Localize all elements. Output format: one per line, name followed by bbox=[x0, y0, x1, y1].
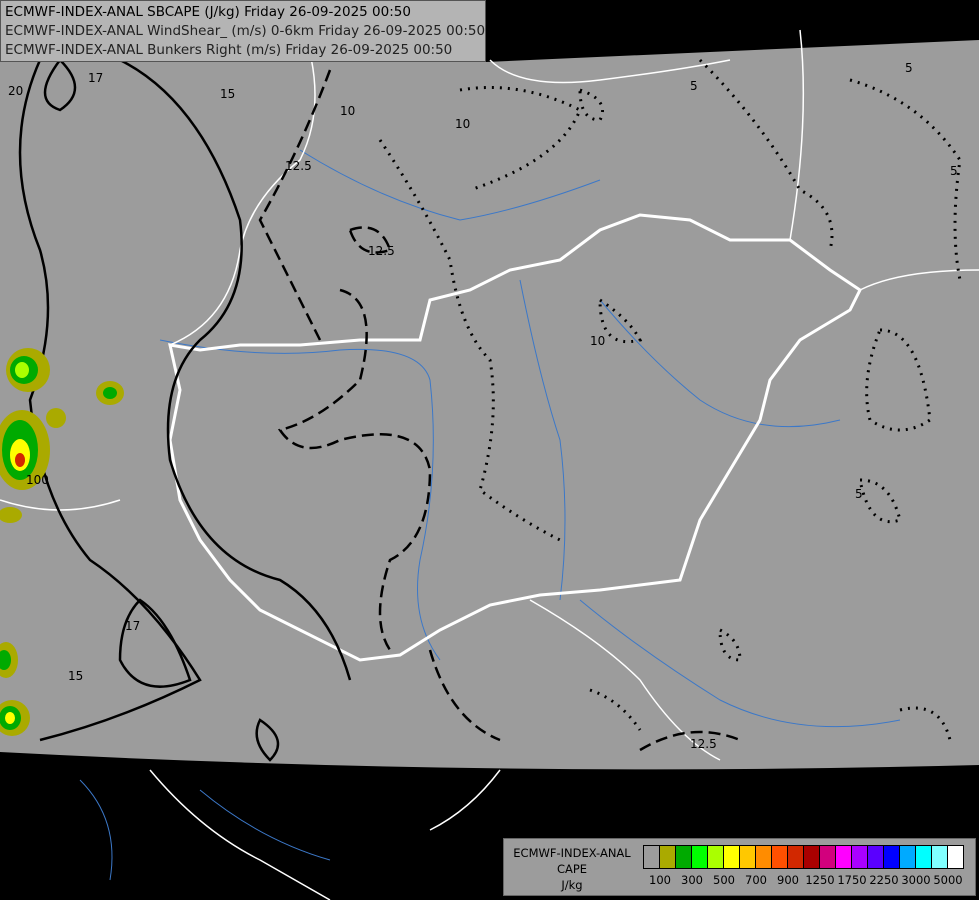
legend-swatch bbox=[916, 846, 932, 868]
svg-text:17: 17 bbox=[125, 619, 140, 633]
legend-swatch bbox=[804, 846, 820, 868]
legend-label: 900 bbox=[777, 873, 799, 887]
legend-variable: CAPE bbox=[556, 862, 588, 876]
bunkers-dotted-contours bbox=[378, 58, 962, 741]
cape-legend: ECMWF-INDEX-ANAL CAPE J/kg 100 300 500 700 9… bbox=[503, 838, 976, 896]
legend-swatch bbox=[884, 846, 900, 868]
legend-swatch bbox=[772, 846, 788, 868]
svg-text:10: 10 bbox=[340, 104, 355, 118]
legend-label: 300 bbox=[681, 873, 703, 887]
hungary-border bbox=[168, 213, 862, 662]
legend-swatch bbox=[900, 846, 916, 868]
legend-swatch bbox=[644, 846, 660, 868]
bunkers-dashed-contours bbox=[258, 69, 741, 752]
legend-swatch bbox=[948, 846, 963, 868]
legend-color-bar bbox=[643, 845, 964, 869]
legend-swatch bbox=[724, 846, 740, 868]
svg-text:10: 10 bbox=[455, 117, 470, 131]
legend-unit: J/kg bbox=[561, 878, 583, 892]
svg-text:100: 100 bbox=[26, 473, 49, 487]
legend-swatch bbox=[932, 846, 948, 868]
map-title-box: ECMWF-INDEX-ANAL SBCAPE (J/kg) Friday 26… bbox=[0, 0, 486, 62]
legend-label: 2250 bbox=[869, 873, 899, 887]
svg-text:12.5: 12.5 bbox=[368, 244, 395, 258]
legend-label: 100 bbox=[649, 873, 671, 887]
rivers bbox=[79, 149, 901, 881]
svg-text:5: 5 bbox=[950, 164, 958, 178]
svg-text:17: 17 bbox=[88, 71, 103, 85]
legend-swatch bbox=[740, 846, 756, 868]
svg-text:12.5: 12.5 bbox=[690, 737, 717, 751]
title-sbcape: ECMWF-INDEX-ANAL SBCAPE (J/kg) Friday 26… bbox=[5, 4, 411, 20]
legend-swatch bbox=[820, 846, 836, 868]
svg-text:15: 15 bbox=[220, 87, 235, 101]
svg-text:5: 5 bbox=[905, 61, 913, 75]
contour-labels: 20 17 15 17 15 10 12.5 12.5 12.5 10 10 5… bbox=[8, 61, 958, 751]
legend-label: 700 bbox=[745, 873, 767, 887]
legend-label: 1750 bbox=[837, 873, 867, 887]
country-borders bbox=[0, 19, 979, 900]
legend-label: 1250 bbox=[805, 873, 835, 887]
legend-swatch bbox=[660, 846, 676, 868]
svg-text:5: 5 bbox=[855, 487, 863, 501]
model-domain bbox=[0, 0, 979, 770]
cape-shading bbox=[0, 348, 124, 736]
wind-shear-contours bbox=[18, 58, 352, 762]
legend-model: ECMWF-INDEX-ANAL bbox=[513, 846, 631, 860]
legend-label: 5000 bbox=[933, 873, 963, 887]
legend-swatch bbox=[692, 846, 708, 868]
legend-swatch bbox=[756, 846, 772, 868]
legend-swatch bbox=[708, 846, 724, 868]
title-bunkers: ECMWF-INDEX-ANAL Bunkers Right (m/s) Fri… bbox=[5, 42, 453, 58]
legend-tick-labels: 100 300 500 700 900 1250 1750 2250 3000 5000 bbox=[643, 873, 973, 891]
svg-text:15: 15 bbox=[68, 669, 83, 683]
svg-text:5: 5 bbox=[690, 79, 698, 93]
legend-label: 3000 bbox=[901, 873, 931, 887]
svg-text:10: 10 bbox=[590, 334, 605, 348]
legend-swatch bbox=[788, 846, 804, 868]
legend-swatch bbox=[676, 846, 692, 868]
legend-title: ECMWF-INDEX-ANAL CAPE J/kg bbox=[508, 845, 636, 893]
svg-text:12.5: 12.5 bbox=[285, 159, 312, 173]
legend-swatch bbox=[836, 846, 852, 868]
legend-swatch bbox=[852, 846, 868, 868]
title-windshear: ECMWF-INDEX-ANAL WindShear_ (m/s) 0-6km … bbox=[5, 23, 486, 39]
legend-label: 500 bbox=[713, 873, 735, 887]
svg-text:20: 20 bbox=[8, 84, 23, 98]
legend-swatch bbox=[868, 846, 884, 868]
